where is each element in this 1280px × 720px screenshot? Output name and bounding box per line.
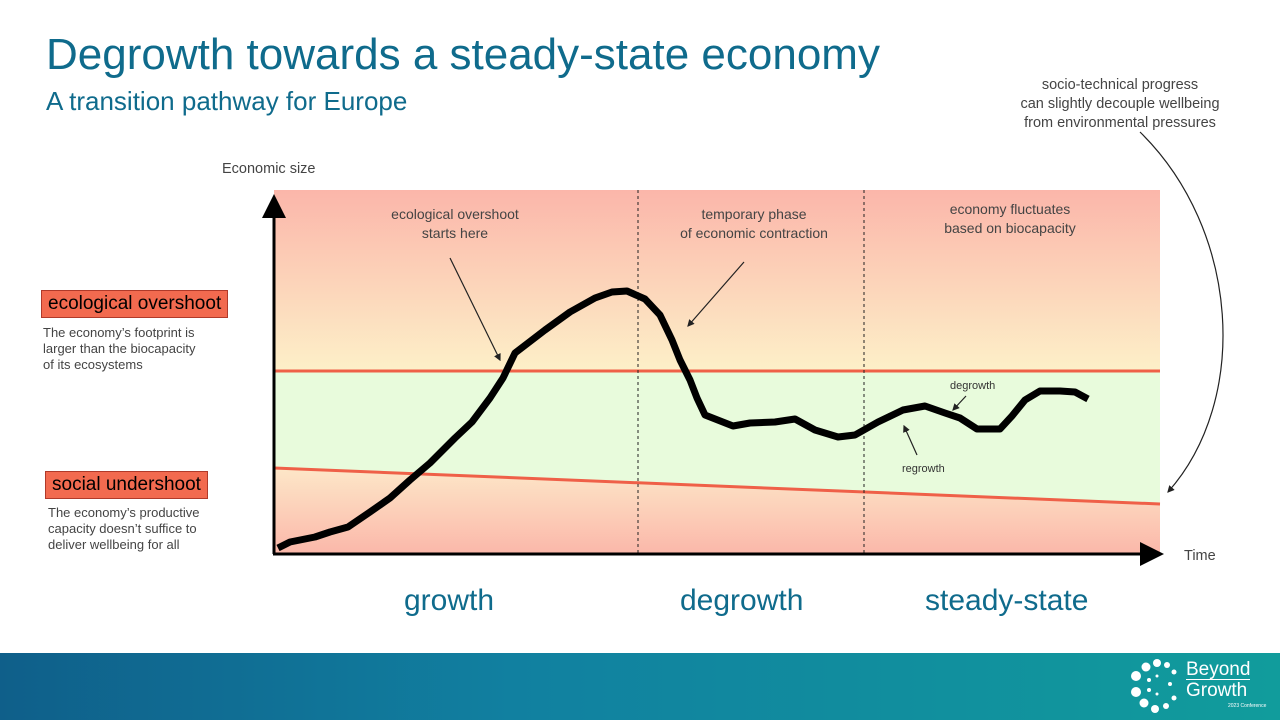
regrowth-label: regrowth xyxy=(902,463,945,475)
phase-steady-state: steady-state xyxy=(925,584,1089,617)
economy-curve xyxy=(276,287,1090,552)
regrowth-pointer-arrow xyxy=(903,424,918,456)
overshoot-zone xyxy=(274,190,1160,371)
social-undershoot-desc: The economy’s productive capacity doesn’… xyxy=(48,505,200,552)
page-title: Degrowth towards a steady-state economy xyxy=(46,30,880,79)
decoupling-note: socio-technical progress can slightly de… xyxy=(1020,77,1220,131)
fluctuates-note: economy fluctuates based on biocapacity xyxy=(944,201,1076,236)
beyond-growth-logo: Beyond Growth 2023 Conference xyxy=(1124,656,1274,716)
degrowth-label: degrowth xyxy=(950,380,996,392)
logo-text-growth: Growth xyxy=(1186,680,1248,701)
phase-growth: growth xyxy=(404,584,495,617)
logo-text-conference: 2023 Conference xyxy=(1228,703,1267,709)
footer-bar xyxy=(0,653,1280,720)
undershoot-zone xyxy=(274,468,1160,553)
phase-degrowth: degrowth xyxy=(680,584,804,617)
safe-zone xyxy=(274,371,1160,504)
page-subtitle: A transition pathway for Europe xyxy=(46,86,408,116)
logo-dots-icon xyxy=(1131,659,1177,713)
logo-text-beyond: Beyond xyxy=(1186,659,1251,680)
degrowth-pointer-arrow xyxy=(952,395,967,411)
social-undershoot-badge: social undershoot xyxy=(45,471,208,499)
contraction-note: temporary phase of economic contraction xyxy=(680,206,828,241)
y-axis-label: Economic size xyxy=(222,161,316,177)
overshoot-pointer-arrow xyxy=(449,257,501,362)
ecological-overshoot-desc: The economy’s footprint is larger than t… xyxy=(43,325,196,372)
ecological-overshoot-badge: ecological overshoot xyxy=(41,290,229,318)
overshoot-start-note: ecological overshoot starts here xyxy=(391,206,519,241)
decoupling-arrow xyxy=(1139,131,1224,493)
x-axis-label: Time xyxy=(1184,548,1216,564)
contraction-pointer-arrow xyxy=(687,261,745,327)
